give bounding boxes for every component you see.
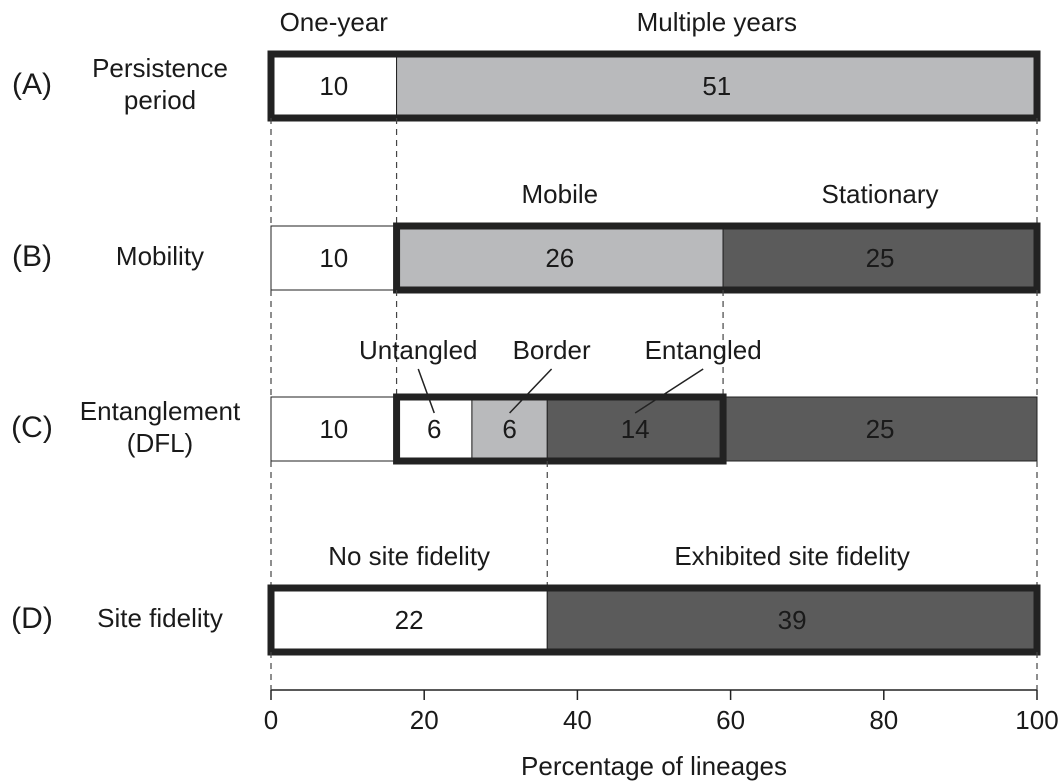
segment-label: Mobile bbox=[522, 179, 599, 209]
x-tick-label: 80 bbox=[869, 705, 898, 735]
bar-segment bbox=[270, 587, 548, 653]
segment-label: Multiple years bbox=[637, 7, 797, 37]
row-letter: (A) bbox=[12, 68, 52, 101]
bar-segment bbox=[546, 396, 724, 462]
segment-label: No site fidelity bbox=[328, 541, 490, 571]
value-label: 10 bbox=[319, 414, 348, 444]
value-label: 10 bbox=[319, 71, 348, 101]
row-letter: (B) bbox=[12, 240, 52, 273]
value-label: 6 bbox=[502, 414, 516, 444]
x-tick-label: 100 bbox=[1015, 705, 1058, 735]
value-label: 26 bbox=[545, 243, 574, 273]
x-tick-label: 0 bbox=[264, 705, 278, 735]
value-label: 10 bbox=[319, 243, 348, 273]
row-name: Mobility bbox=[116, 241, 204, 271]
leader-line bbox=[417, 368, 435, 414]
segment-label: Exhibited site fidelity bbox=[674, 541, 910, 571]
row-name: (DFL) bbox=[127, 428, 193, 458]
x-tick-label: 20 bbox=[410, 705, 439, 735]
outline-box bbox=[393, 393, 727, 465]
value-label: 14 bbox=[621, 414, 650, 444]
row-letter: (D) bbox=[11, 602, 53, 635]
segment-label: Border bbox=[513, 335, 591, 365]
value-label: 22 bbox=[395, 605, 424, 635]
x-tick-label: 40 bbox=[563, 705, 592, 735]
outline-box bbox=[267, 584, 1041, 656]
outline-box bbox=[267, 50, 1041, 122]
bar-segment bbox=[270, 225, 398, 291]
row-name: Site fidelity bbox=[97, 603, 223, 633]
segment-label: Untangled bbox=[359, 335, 478, 365]
leader-line bbox=[509, 368, 553, 414]
value-label: 39 bbox=[778, 605, 807, 635]
x-axis-label: Percentage of lineages bbox=[521, 751, 787, 781]
value-label: 51 bbox=[702, 71, 731, 101]
value-label: 25 bbox=[866, 414, 895, 444]
row-letter: (C) bbox=[11, 411, 53, 444]
bar-segment bbox=[270, 396, 398, 462]
segment-label: One-year bbox=[280, 7, 389, 37]
segment-label: Stationary bbox=[821, 179, 938, 209]
row-name: Entanglement bbox=[80, 396, 241, 426]
leader-line bbox=[634, 368, 704, 414]
bar-segment bbox=[722, 396, 1038, 462]
row-name: period bbox=[124, 85, 196, 115]
bar-segment bbox=[396, 53, 1038, 119]
value-label: 6 bbox=[427, 414, 441, 444]
row-name: Persistence bbox=[92, 53, 228, 83]
x-tick-label: 60 bbox=[716, 705, 745, 735]
outline-box bbox=[393, 222, 1041, 294]
bar-segment bbox=[396, 396, 473, 462]
segment-label: Entangled bbox=[645, 335, 762, 365]
value-label: 25 bbox=[866, 243, 895, 273]
